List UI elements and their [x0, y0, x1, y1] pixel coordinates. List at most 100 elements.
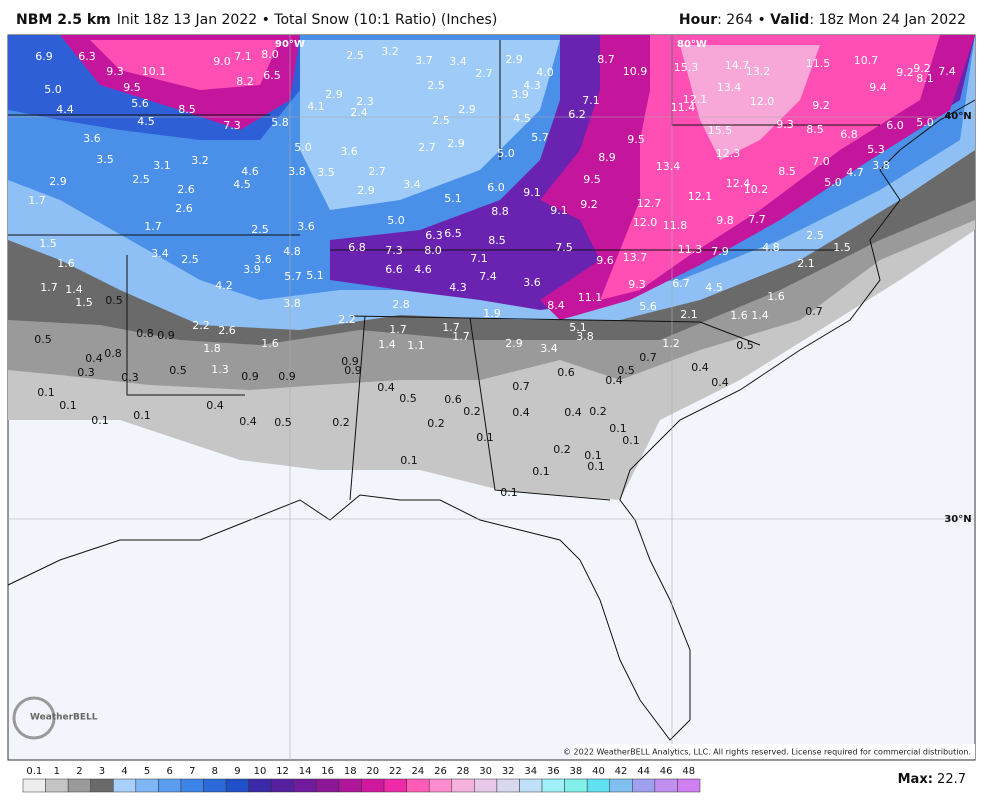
snow-label: 5.0 [294, 141, 312, 154]
snow-label: 4.8 [283, 245, 301, 258]
max: Max: 22.7 [898, 772, 966, 787]
colorbar-label: 8 [212, 766, 218, 777]
snow-label: 4.7 [846, 166, 864, 179]
snow-label: 5.6 [131, 97, 149, 110]
snow-label: 12.0 [633, 216, 658, 229]
logo-swirl [12, 696, 56, 740]
snow-label: 0.6 [444, 393, 462, 406]
snow-label: 0.9 [344, 364, 362, 377]
snow-label: 3.6 [523, 276, 541, 289]
colorbar-label: 1 [54, 766, 60, 777]
logo: WeatherBELL [30, 713, 98, 723]
snow-label: 7.3 [385, 244, 403, 257]
snow-label: 0.2 [463, 405, 481, 418]
snow-label: 8.5 [488, 234, 506, 247]
snow-label: 10.2 [744, 183, 769, 196]
snow-label: 11.4 [671, 101, 696, 114]
snow-label: 15.3 [674, 61, 699, 74]
snow-label: 7.3 [223, 119, 241, 132]
header-left: NBM 2.5 km Init 18z 13 Jan 2022 • Total S… [16, 12, 497, 28]
snow-label: 10.7 [854, 54, 879, 67]
colorbar-swatch [564, 778, 588, 793]
snow-label: 1.6 [261, 337, 279, 350]
state-line [469, 317, 611, 501]
snow-label: 0.9 [278, 370, 296, 383]
snow-label: 2.9 [357, 184, 375, 197]
colorbar-label: 34 [524, 766, 537, 777]
snow-label: 2.3 [356, 95, 374, 108]
snow-label: 0.1 [476, 431, 494, 444]
graticule-label: 40°N [944, 111, 971, 122]
snow-label: 7.5 [555, 241, 573, 254]
snow-label: 0.2 [332, 416, 350, 429]
snow-label: 5.0 [497, 147, 515, 160]
snow-label: 7.9 [711, 245, 729, 258]
colorbar-swatch [428, 778, 453, 793]
snow-label: 2.6 [175, 202, 193, 215]
snow-label: 5.0 [387, 214, 405, 227]
snow-label: 7.7 [748, 213, 766, 226]
snow-label: 5.0 [824, 176, 842, 189]
copyright: © 2022 WeatherBELL Analytics, LLC. All r… [563, 748, 971, 757]
snow-label: 2.9 [505, 337, 523, 350]
snow-label: 2.9 [49, 175, 67, 188]
zone [600, 35, 940, 300]
snow-zones [8, 35, 975, 500]
graticule-label: 30°N [944, 514, 971, 525]
state-line [349, 315, 366, 501]
max-value: 22.7 [933, 772, 966, 787]
description: Init 18z 13 Jan 2022 • Total Snow (10:1 … [117, 12, 498, 28]
snow-label: 3.1 [153, 159, 171, 172]
colorbar-label: 26 [434, 766, 447, 777]
colorbar-swatch [225, 778, 249, 793]
snow-label: 5.3 [867, 143, 885, 156]
snow-label: 2.5 [346, 49, 364, 62]
snow-label: 2.5 [432, 114, 450, 127]
snow-label: 7.1 [234, 50, 252, 63]
snow-label: 1.7 [442, 321, 460, 334]
snow-label: 6.3 [425, 229, 443, 242]
snow-label: 0.3 [121, 371, 139, 384]
colorbar-label: 16 [321, 766, 334, 777]
snow-label: 11.3 [678, 243, 703, 256]
snow-label: 3.8 [872, 159, 890, 172]
snow-label: 6.5 [444, 227, 462, 240]
snow-label: 4.6 [414, 263, 432, 276]
snow-label: 9.2 [913, 62, 931, 75]
colorbar-swatch [541, 778, 565, 793]
snow-label: 9.1 [523, 186, 541, 199]
snow-label: 0.4 [512, 406, 530, 419]
snow-label: 6.3 [78, 50, 96, 63]
snow-label: 13.4 [717, 81, 742, 94]
colorbar-label: 7 [189, 766, 195, 777]
snow-label: 4.4 [56, 103, 74, 116]
snow-label: 0.1 [400, 454, 418, 467]
snow-label: 0.9 [341, 355, 359, 368]
zone [90, 40, 280, 90]
snow-label: 0.4 [605, 374, 623, 387]
colorbar-swatch [677, 778, 701, 793]
snow-label: 7.1 [470, 252, 488, 265]
snow-label: 3.5 [96, 153, 114, 166]
snow-label: 2.2 [338, 313, 356, 326]
snow-label: 2.9 [458, 103, 476, 116]
snow-label: 3.6 [83, 132, 101, 145]
snow-label: 0.4 [377, 381, 395, 394]
snow-label: 0.8 [136, 327, 154, 340]
snow-label: 5.7 [531, 131, 549, 144]
colorbar-swatch [654, 778, 678, 793]
snow-label: 8.2 [236, 75, 254, 88]
snow-label: 0.2 [589, 405, 607, 418]
colorbar-swatch [270, 778, 295, 793]
snow-label: 4.8 [762, 241, 780, 254]
zone [680, 45, 820, 160]
snow-label: 12.0 [750, 95, 775, 108]
snow-label: 0.4 [239, 415, 257, 428]
snow-label: 0.7 [512, 380, 530, 393]
header-right: Hour: 264 • Valid: 18z Mon 24 Jan 2022 [679, 12, 966, 28]
colorbar-label: 10 [254, 766, 267, 777]
state-line [349, 315, 761, 346]
snow-label: 1.6 [57, 257, 75, 270]
snow-label: 2.9 [325, 88, 343, 101]
colorbar-label: 40 [592, 766, 605, 777]
